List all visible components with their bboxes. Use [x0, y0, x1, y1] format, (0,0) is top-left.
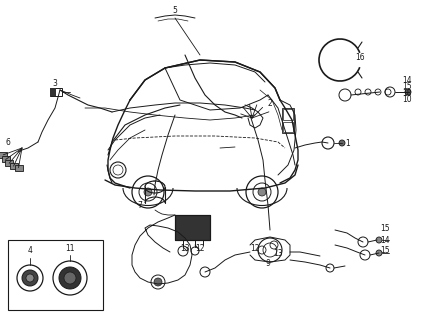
Circle shape	[405, 89, 411, 95]
Circle shape	[376, 250, 382, 256]
Circle shape	[154, 278, 162, 286]
Circle shape	[376, 237, 382, 243]
Text: 15: 15	[380, 245, 390, 254]
Text: 3: 3	[53, 78, 57, 87]
Text: 18: 18	[402, 89, 412, 98]
Bar	[175, 215, 210, 240]
Circle shape	[64, 272, 76, 284]
Circle shape	[59, 267, 81, 289]
Bar	[9, 163, 17, 169]
Text: 13: 13	[180, 244, 190, 252]
Bar	[8, 240, 103, 310]
Bar	[0, 152, 7, 158]
Text: 13: 13	[273, 249, 283, 258]
Bar	[283, 122, 293, 132]
Circle shape	[22, 270, 38, 286]
Text: 12: 12	[195, 244, 205, 252]
Text: 6: 6	[6, 138, 11, 147]
Bar	[50, 88, 56, 96]
Bar	[2, 156, 10, 163]
Text: 16: 16	[355, 52, 365, 61]
Bar	[283, 109, 293, 120]
Text: 14: 14	[380, 236, 390, 244]
Text: 5: 5	[173, 5, 178, 14]
Text: 4: 4	[28, 245, 32, 254]
Bar	[282, 108, 294, 133]
Text: 15: 15	[380, 223, 390, 233]
Circle shape	[258, 188, 266, 196]
Text: 10: 10	[402, 94, 412, 103]
Circle shape	[144, 188, 152, 196]
Text: 1: 1	[346, 139, 350, 148]
Text: 14: 14	[402, 76, 412, 84]
Circle shape	[26, 274, 34, 282]
Bar	[175, 215, 210, 240]
Bar	[14, 165, 23, 171]
Text: 11: 11	[65, 244, 75, 252]
Text: 2: 2	[268, 99, 272, 108]
Circle shape	[339, 140, 345, 146]
Bar	[5, 160, 13, 166]
Text: 15: 15	[402, 82, 412, 91]
Text: 7: 7	[138, 201, 142, 210]
Text: 12: 12	[250, 244, 260, 252]
Bar	[50, 88, 62, 96]
Text: 9: 9	[266, 259, 270, 268]
